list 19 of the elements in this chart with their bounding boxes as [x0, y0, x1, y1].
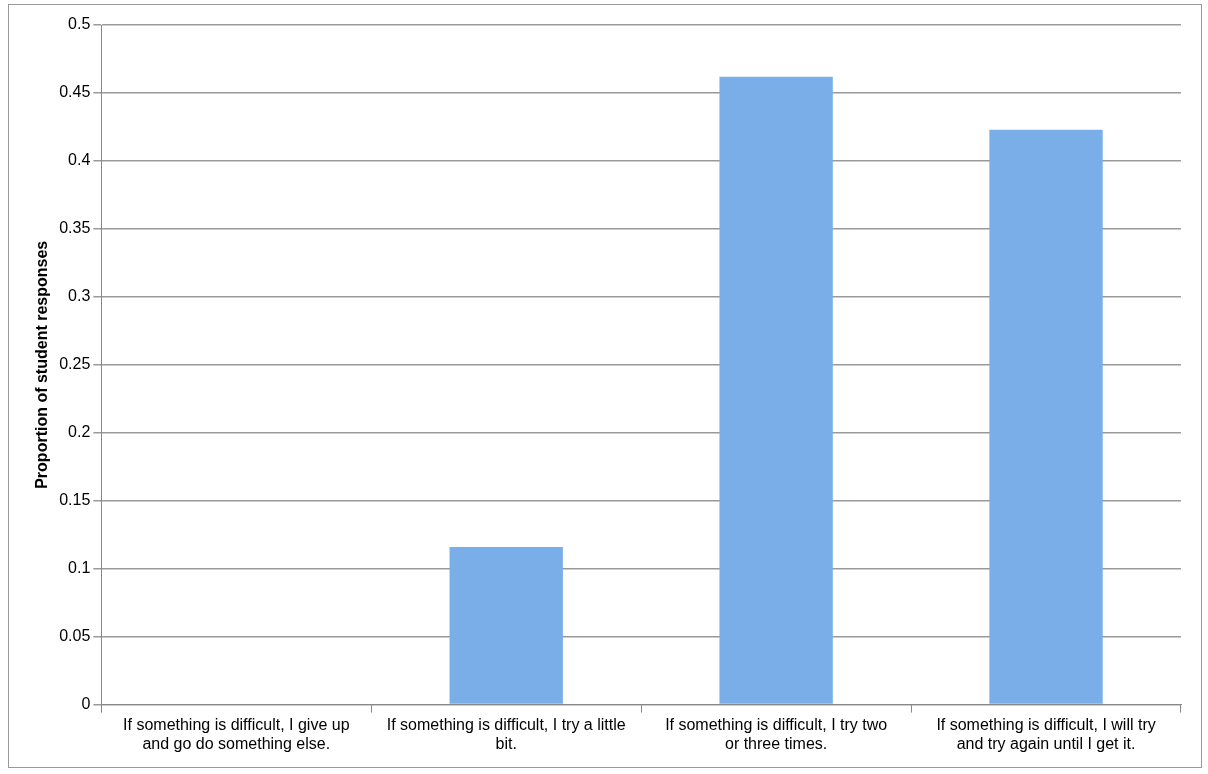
y-tick-label: 0.4: [68, 151, 91, 169]
x-tick-label: If something is difficult, I try a little bit.: [386, 715, 626, 752]
y-tick-label: 0.5: [68, 15, 91, 33]
y-tick-label: 0.25: [59, 355, 91, 373]
y-tick-label: 0: [81, 695, 91, 713]
y-tick-label: 0.2: [68, 423, 91, 441]
x-tick-label: If something is difficult, I give up and go do something else.: [123, 715, 350, 752]
y-tick-label: 0.3: [68, 287, 91, 305]
y-tick-label: 0.45: [59, 83, 91, 101]
x-tick-label: If something is difficult, I will try and try again until I get it.: [936, 715, 1156, 752]
bar: [449, 546, 563, 704]
bar: [989, 129, 1103, 704]
bar: [719, 76, 833, 704]
y-tick-label: 0.15: [59, 491, 91, 509]
x-tick-label: If something is difficult, I try two or three times.: [665, 715, 888, 752]
y-tick-label: 0.1: [68, 559, 91, 577]
y-tick-label: 0.35: [59, 219, 91, 237]
y-tick-label: 0.05: [59, 627, 91, 645]
y-axis-title: Proportion of student responses: [33, 240, 51, 489]
